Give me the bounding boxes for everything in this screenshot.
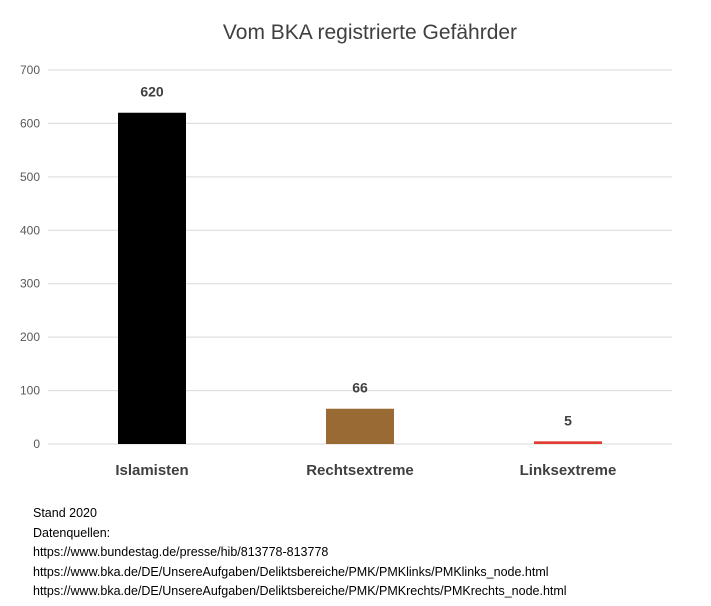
chart-title: Vom BKA registrierte Gefährder (223, 21, 517, 44)
category-labels: Islamisten Rechtsextreme Linksextreme (115, 462, 616, 479)
source-link[interactable]: https://www.bka.de/DE/UnsereAufgaben/Del… (33, 584, 567, 598)
category-label: Rechtsextreme (306, 462, 414, 479)
bars (118, 112, 602, 444)
y-tick-label: 0 (33, 437, 40, 451)
y-tick-label: 500 (20, 170, 40, 184)
bar-chart: Vom BKA registrierte Gefährder 0 100 200 30… (20, 21, 672, 479)
source-link[interactable]: https://www.bka.de/DE/UnsereAufgaben/Del… (33, 564, 549, 579)
y-tick-label: 200 (20, 330, 40, 344)
y-axis-ticks: 0 100 200 300 400 500 600 700 (20, 63, 40, 451)
y-tick-label: 300 (20, 277, 40, 291)
y-tick-label: 100 (20, 384, 40, 398)
source-link[interactable]: https://www.bundestag.de/presse/hib/8137… (33, 545, 329, 559)
sources-label: Datenquellen: (33, 525, 111, 540)
bar-islamisten (118, 112, 186, 444)
y-tick-label: 600 (20, 116, 40, 130)
data-label: 5 (564, 412, 572, 428)
data-labels: 620 66 5 (140, 84, 572, 429)
bar-linksextreme (534, 441, 602, 444)
category-label: Islamisten (115, 462, 188, 479)
source-notes: Stand 2020 Datenquellen: https://www.bun… (33, 504, 703, 602)
y-tick-label: 400 (20, 223, 40, 237)
y-tick-label: 700 (20, 63, 40, 77)
bar-rechtsextreme (326, 408, 394, 444)
data-label: 620 (140, 84, 164, 100)
data-label: 66 (352, 380, 368, 396)
stand-text: Stand 2020 (33, 506, 97, 520)
category-label: Linksextreme (520, 462, 617, 479)
